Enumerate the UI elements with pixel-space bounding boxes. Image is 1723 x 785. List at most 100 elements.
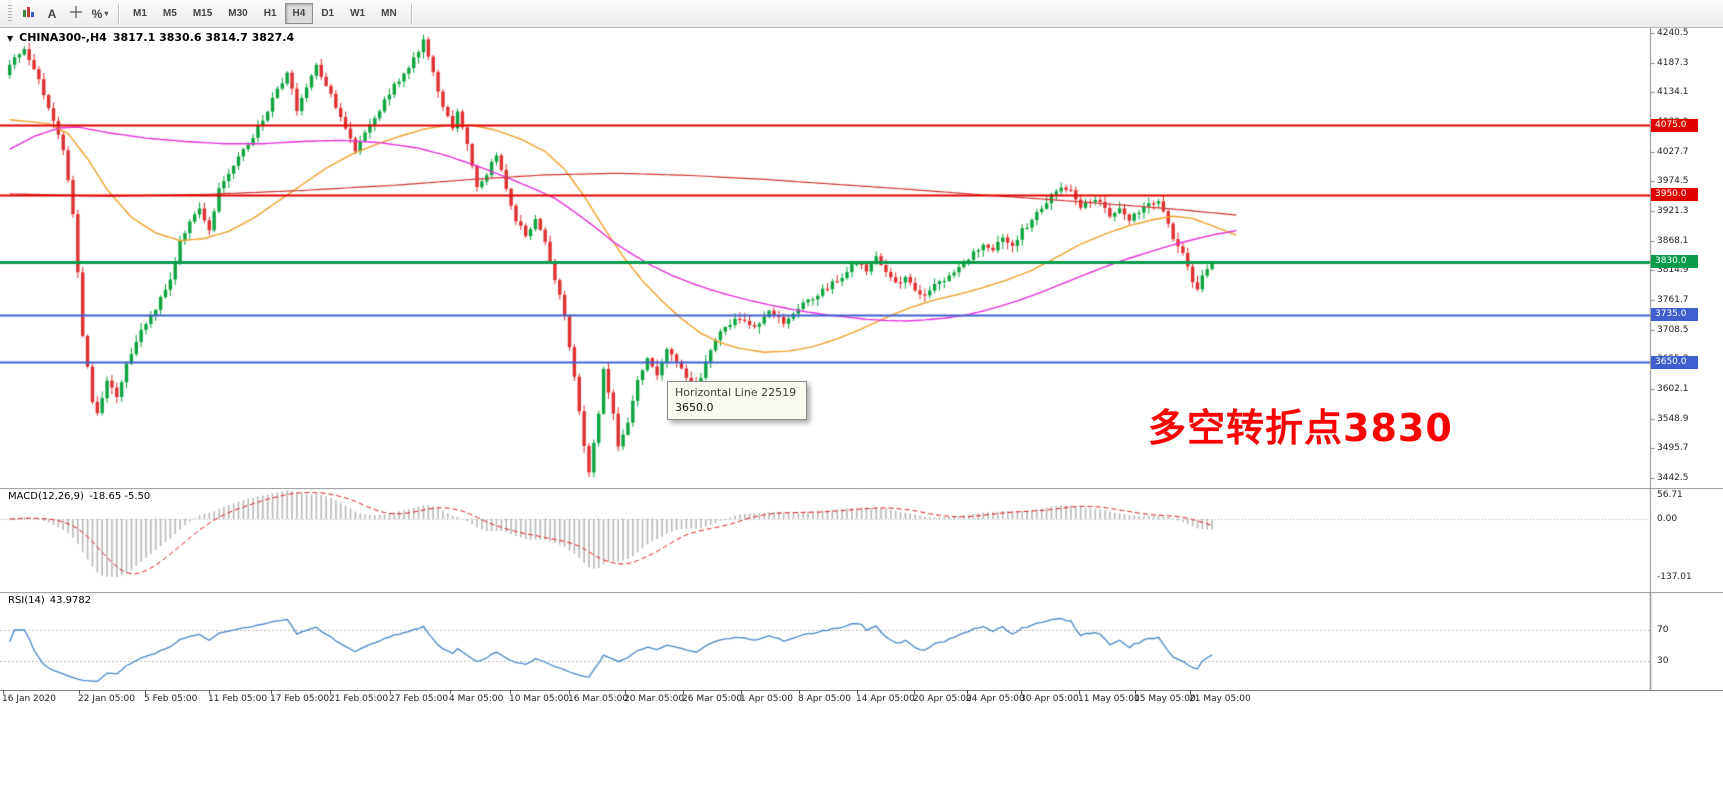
tooltip-value: 3650.0 bbox=[675, 401, 714, 414]
price-label-4075: 4075.0 bbox=[1651, 119, 1698, 132]
timeframe-m1[interactable]: M1 bbox=[125, 3, 155, 24]
time-tick-mark bbox=[1190, 690, 1191, 694]
price-tick-label: 3548.9 bbox=[1657, 414, 1689, 424]
time-tick-mark bbox=[3, 690, 4, 694]
time-tick-mark bbox=[967, 690, 968, 694]
macd-values: -18.65 -5.50 bbox=[88, 491, 151, 502]
time-tick-label: 21 May 05:00 bbox=[1189, 694, 1251, 704]
rsi-tick-label: 30 bbox=[1657, 656, 1669, 666]
time-tick-label: 22 Jan 05:00 bbox=[78, 694, 135, 704]
timeframe-h1[interactable]: H1 bbox=[256, 3, 285, 24]
time-tick-label: 16 Jan 2020 bbox=[2, 694, 56, 704]
time-tick-label: 27 Feb 05:00 bbox=[389, 694, 449, 704]
time-tick-label: 8 Apr 05:00 bbox=[798, 694, 851, 704]
time-tick-mark bbox=[1135, 690, 1136, 694]
symbol-name: CHINA300-,H4 bbox=[19, 31, 107, 44]
price-tick-label: 3761.7 bbox=[1657, 295, 1689, 305]
time-tick-mark bbox=[914, 690, 915, 694]
time-tick-mark bbox=[569, 690, 570, 694]
macd-tick-label: 56.71 bbox=[1657, 490, 1683, 500]
time-tick-label: 17 Feb 05:00 bbox=[270, 694, 330, 704]
toolbar-separator bbox=[118, 3, 119, 24]
time-tick-mark bbox=[1021, 690, 1022, 694]
toolbar-drag-handle[interactable] bbox=[8, 4, 12, 23]
timeframe-m5[interactable]: M5 bbox=[155, 3, 185, 24]
time-tick-label: 20 Apr 05:00 bbox=[913, 694, 972, 704]
timeframe-w1[interactable]: W1 bbox=[342, 3, 373, 24]
price-tick-label: 4027.7 bbox=[1657, 147, 1689, 157]
price-tick-label: 4187.3 bbox=[1657, 58, 1689, 68]
macd-tick-label: -137.01 bbox=[1657, 572, 1692, 582]
time-tick-mark bbox=[390, 690, 391, 694]
time-tick-label: 24 Apr 05:00 bbox=[966, 694, 1025, 704]
time-tick-mark bbox=[510, 690, 511, 694]
time-tick-mark bbox=[1079, 690, 1080, 694]
zoom-dropdown-button[interactable]: % ▾ bbox=[88, 3, 112, 25]
price-tick-label: 3814.9 bbox=[1657, 265, 1689, 275]
toolbar: A % ▾ M1 M5 M15 M30 H1 H4 D1 W1 MN bbox=[0, 0, 1723, 28]
toolbar-separator bbox=[410, 3, 412, 24]
percent-icon: % bbox=[91, 6, 103, 21]
crosshair-button[interactable] bbox=[64, 3, 88, 25]
symbol-info: ▼ CHINA300-,H4 3817.1 3830.6 3814.7 3827.4 bbox=[7, 31, 294, 44]
time-tick-label: 16 Mar 05:00 bbox=[568, 694, 629, 704]
rsi-name: RSI(14) bbox=[8, 595, 45, 606]
time-tick-label: 21 Feb 05:00 bbox=[329, 694, 389, 704]
time-tick-label: 11 Feb 05:00 bbox=[208, 694, 268, 704]
rsi-tick-label: 70 bbox=[1657, 625, 1669, 635]
price-label-3950: 3950.0 bbox=[1651, 188, 1698, 201]
price-tick-label: 3602.1 bbox=[1657, 384, 1689, 394]
ohlc-values: 3817.1 3830.6 3814.7 3827.4 bbox=[112, 31, 295, 44]
macd-name: MACD(12,26,9) bbox=[8, 491, 84, 502]
time-tick-label: 15 May 05:00 bbox=[1134, 694, 1196, 704]
time-tick-mark bbox=[683, 690, 684, 694]
price-tick-label: 3708.5 bbox=[1657, 325, 1689, 335]
price-label-3735: 3735.0 bbox=[1651, 308, 1698, 321]
macd-panel-canvas[interactable] bbox=[0, 488, 1723, 592]
dropdown-caret-icon: ▾ bbox=[104, 9, 109, 18]
chart-window-button[interactable] bbox=[16, 3, 40, 25]
time-tick-label: 26 Mar 05:00 bbox=[682, 694, 743, 704]
timeframe-m15[interactable]: M15 bbox=[185, 3, 220, 24]
time-tick-mark bbox=[450, 690, 451, 694]
price-label-3650: 3650.0 bbox=[1651, 356, 1698, 369]
time-tick-mark bbox=[741, 690, 742, 694]
price-tick-label: 4240.5 bbox=[1657, 28, 1689, 38]
text-tool-button[interactable]: A bbox=[40, 3, 64, 25]
time-tick-mark bbox=[271, 690, 272, 694]
collapse-arrow-icon[interactable]: ▼ bbox=[7, 34, 14, 43]
rsi-panel-canvas[interactable] bbox=[0, 592, 1723, 690]
time-tick-mark bbox=[857, 690, 858, 694]
timeframe-mn[interactable]: MN bbox=[373, 3, 405, 24]
main-chart-canvas[interactable] bbox=[0, 28, 1723, 488]
time-tick-label: 30 Apr 05:00 bbox=[1020, 694, 1079, 704]
time-tick-mark bbox=[625, 690, 626, 694]
price-tick-label: 4134.1 bbox=[1657, 87, 1689, 97]
annotation-text[interactable]: 多空转折点3830 bbox=[1148, 406, 1453, 450]
timeframe-d1[interactable]: D1 bbox=[313, 3, 342, 24]
time-tick-mark bbox=[209, 690, 210, 694]
macd-label: MACD(12,26,9) -18.65 -5.50 bbox=[8, 491, 150, 502]
crosshair-icon bbox=[69, 5, 83, 22]
macd-tick-label: 0.00 bbox=[1657, 514, 1678, 524]
timeframe-m30[interactable]: M30 bbox=[220, 3, 255, 24]
time-tick-mark bbox=[799, 690, 800, 694]
rsi-label: RSI(14) 43.9782 bbox=[8, 595, 91, 606]
time-tick-mark bbox=[145, 690, 146, 694]
timeframe-h4[interactable]: H4 bbox=[284, 3, 314, 24]
price-tick-label: 3974.5 bbox=[1657, 176, 1689, 186]
tooltip-title: Horizontal Line 22519 bbox=[675, 386, 797, 399]
time-tick-label: 20 Mar 05:00 bbox=[624, 694, 685, 704]
time-tick-mark bbox=[79, 690, 80, 694]
rsi-value: 43.9782 bbox=[49, 595, 92, 606]
price-label-3830: 3830.0 bbox=[1651, 255, 1698, 268]
time-tick-label: 1 Apr 05:00 bbox=[740, 694, 793, 704]
time-tick-label: 4 Mar 05:00 bbox=[449, 694, 504, 704]
time-tick-label: 14 Apr 05:00 bbox=[856, 694, 915, 704]
horizontal-line-tooltip: Horizontal Line 22519 3650.0 bbox=[667, 381, 808, 420]
time-tick-label: 10 Mar 05:00 bbox=[509, 694, 570, 704]
text-tool-a-icon: A bbox=[47, 6, 57, 21]
time-tick-mark bbox=[330, 690, 331, 694]
time-axis[interactable] bbox=[0, 690, 1723, 714]
